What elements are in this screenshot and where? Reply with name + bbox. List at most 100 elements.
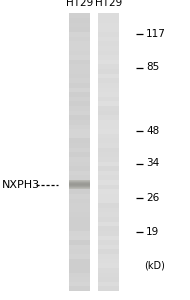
Bar: [69, 18, 90, 23]
Bar: [98, 50, 119, 55]
Bar: [69, 147, 90, 152]
Bar: [69, 120, 90, 124]
Bar: [69, 231, 90, 236]
Text: HT29: HT29: [66, 0, 93, 8]
Bar: [69, 240, 90, 245]
Bar: [98, 240, 119, 245]
Bar: [98, 14, 119, 291]
Bar: [69, 268, 90, 272]
Bar: [98, 254, 119, 259]
Bar: [98, 101, 119, 106]
Bar: [69, 129, 90, 134]
Bar: [98, 184, 119, 189]
Bar: [98, 180, 119, 184]
Bar: [69, 189, 90, 194]
Bar: [98, 235, 119, 240]
Bar: [69, 184, 90, 189]
Bar: [69, 13, 90, 18]
Bar: [98, 157, 119, 161]
Bar: [98, 32, 119, 37]
Bar: [69, 249, 90, 254]
Bar: [98, 175, 119, 180]
Bar: [69, 115, 90, 120]
Bar: [69, 194, 90, 199]
Bar: [69, 157, 90, 161]
Bar: [98, 41, 119, 46]
Bar: [69, 166, 90, 171]
Bar: [98, 170, 119, 175]
Bar: [69, 286, 90, 291]
Bar: [98, 194, 119, 199]
Text: (kD): (kD): [144, 260, 165, 271]
Bar: [98, 277, 119, 282]
Bar: [98, 46, 119, 50]
Bar: [98, 198, 119, 203]
Bar: [98, 110, 119, 115]
Bar: [69, 106, 90, 111]
Bar: [98, 115, 119, 120]
Bar: [69, 161, 90, 166]
Bar: [98, 166, 119, 171]
Bar: [69, 27, 90, 32]
Bar: [98, 18, 119, 23]
Bar: [98, 147, 119, 152]
Bar: [69, 203, 90, 208]
Bar: [98, 221, 119, 226]
Bar: [69, 244, 90, 249]
Bar: [69, 64, 90, 69]
Bar: [98, 129, 119, 134]
Bar: [69, 254, 90, 259]
Bar: [69, 143, 90, 148]
Bar: [98, 97, 119, 101]
Bar: [98, 74, 119, 78]
Bar: [98, 69, 119, 74]
Bar: [98, 286, 119, 291]
Bar: [98, 106, 119, 111]
Bar: [69, 263, 90, 268]
Bar: [98, 212, 119, 217]
Bar: [98, 208, 119, 212]
Bar: [69, 59, 90, 64]
Bar: [98, 124, 119, 129]
Text: HT29: HT29: [95, 0, 122, 8]
Bar: [98, 59, 119, 64]
Bar: [69, 69, 90, 74]
Bar: [98, 272, 119, 277]
Bar: [69, 198, 90, 203]
Bar: [98, 13, 119, 18]
Bar: [98, 27, 119, 32]
Bar: [98, 55, 119, 60]
Text: 34: 34: [146, 158, 160, 169]
Bar: [98, 92, 119, 97]
Bar: [98, 189, 119, 194]
Bar: [98, 263, 119, 268]
Bar: [69, 258, 90, 263]
Bar: [69, 74, 90, 78]
Bar: [98, 249, 119, 254]
Text: 85: 85: [146, 62, 160, 73]
Bar: [69, 134, 90, 138]
Bar: [98, 203, 119, 208]
Bar: [98, 258, 119, 263]
Bar: [69, 101, 90, 106]
Bar: [69, 36, 90, 41]
Bar: [98, 268, 119, 272]
Bar: [69, 110, 90, 115]
Bar: [69, 281, 90, 286]
Bar: [98, 143, 119, 148]
Bar: [98, 134, 119, 138]
Bar: [69, 55, 90, 60]
Text: 48: 48: [146, 125, 160, 136]
Bar: [98, 138, 119, 143]
Bar: [69, 170, 90, 175]
Bar: [69, 152, 90, 157]
Bar: [69, 82, 90, 88]
Bar: [98, 226, 119, 231]
Bar: [69, 124, 90, 129]
Bar: [98, 82, 119, 88]
Bar: [69, 92, 90, 97]
Bar: [69, 14, 90, 291]
Bar: [98, 22, 119, 27]
Text: 26: 26: [146, 193, 160, 203]
Bar: [98, 78, 119, 83]
